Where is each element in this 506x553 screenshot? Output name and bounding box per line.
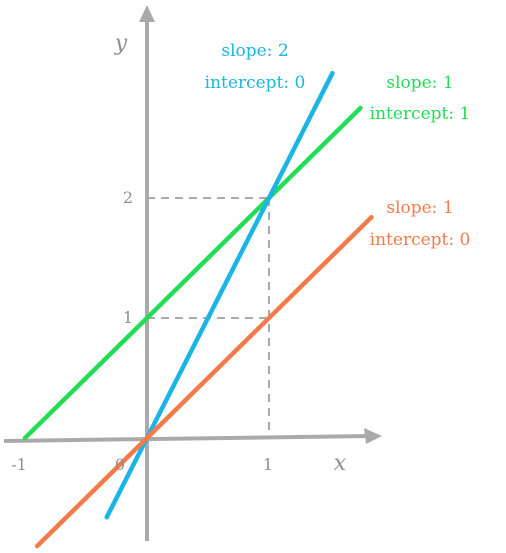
green-series-slope-label: slope: 1 xyxy=(386,73,453,93)
y-axis-arrow xyxy=(139,5,155,22)
x-axis-arrow xyxy=(364,428,382,444)
y-tick-label: 1 xyxy=(123,308,133,327)
tick-labels: -1 0 1 1 2 xyxy=(11,188,273,474)
orange-series-line xyxy=(34,214,374,549)
orange-series-slope-label: slope: 1 xyxy=(386,198,453,218)
x-tick-label: 1 xyxy=(263,455,273,474)
y-axis-label: y xyxy=(114,31,128,56)
blue-series-line xyxy=(104,70,335,520)
x-axis-label: x xyxy=(334,451,347,476)
green-series-intercept-label: intercept: 1 xyxy=(370,104,471,124)
orange-series-intercept-label: intercept: 0 xyxy=(370,230,471,250)
series-lines xyxy=(22,70,374,549)
blue-series-intercept-label: intercept: 0 xyxy=(205,73,306,93)
series-annotations: slope: 2 intercept: 0 slope: 1 intercept… xyxy=(205,41,471,250)
x-tick-label: 0 xyxy=(115,455,125,474)
green-series-line xyxy=(22,105,363,441)
x-axis xyxy=(3,434,371,443)
x-tick-label: -1 xyxy=(11,455,27,474)
axes xyxy=(3,5,382,541)
axis-labels: x y xyxy=(114,31,347,476)
y-tick-label: 2 xyxy=(123,188,133,207)
blue-series-slope-label: slope: 2 xyxy=(221,41,288,61)
